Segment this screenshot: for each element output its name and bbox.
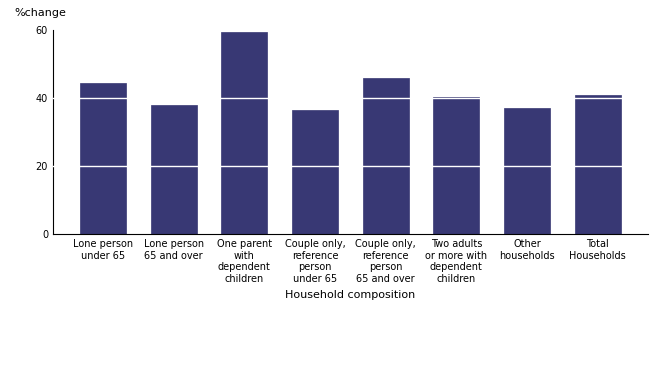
Text: %change: %change <box>15 8 66 18</box>
Bar <box>434 97 479 234</box>
Bar <box>504 108 550 234</box>
X-axis label: Household composition: Household composition <box>285 290 416 300</box>
Bar <box>80 83 126 234</box>
Bar <box>292 110 338 234</box>
Bar <box>363 78 408 234</box>
Bar <box>221 32 267 234</box>
Bar <box>575 95 621 234</box>
Bar <box>151 105 196 234</box>
